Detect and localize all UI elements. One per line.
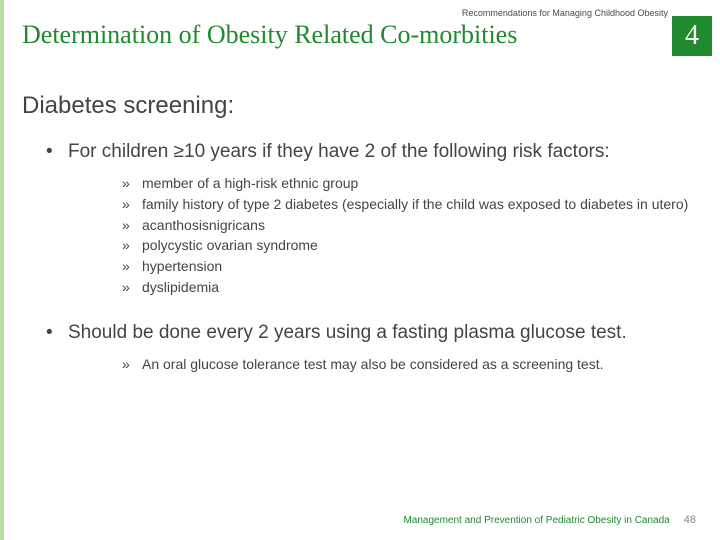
slide-title: Determination of Obesity Related Co-morb… xyxy=(22,20,517,50)
list-item: An oral glucose tolerance test may also … xyxy=(122,355,690,374)
bullet-list-level2: An oral glucose tolerance test may also … xyxy=(68,355,690,374)
bullet-list-level1: For children ≥10 years if they have 2 of… xyxy=(22,140,690,374)
list-item: hypertension xyxy=(122,257,690,276)
list-item-text: Should be done every 2 years using a fas… xyxy=(68,322,627,343)
left-accent-bar xyxy=(0,0,4,540)
bullet-list-level2: member of a high-risk ethnic group famil… xyxy=(68,174,690,297)
slide-footer: Management and Prevention of Pediatric O… xyxy=(403,514,696,526)
list-item-text: For children ≥10 years if they have 2 of… xyxy=(68,141,610,162)
subheading: Diabetes screening: xyxy=(22,92,234,120)
eyebrow-text: Recommendations for Managing Childhood O… xyxy=(22,8,672,18)
list-item: dyslipidemia xyxy=(122,278,690,297)
content-area: For children ≥10 years if they have 2 of… xyxy=(22,140,690,384)
section-number-badge: 4 xyxy=(672,16,712,56)
list-item-text: dyslipidemia xyxy=(142,279,219,295)
list-item-text: family history of type 2 diabetes (espec… xyxy=(142,196,688,212)
footer-text: Management and Prevention of Pediatric O… xyxy=(403,515,669,526)
list-item-text: polycystic ovarian syndrome xyxy=(142,237,318,253)
list-item: For children ≥10 years if they have 2 of… xyxy=(46,140,690,297)
list-item-text: acanthosisnigricans xyxy=(142,217,265,233)
list-item: family history of type 2 diabetes (espec… xyxy=(122,195,690,214)
list-item-text: member of a high-risk ethnic group xyxy=(142,175,358,191)
page-number: 48 xyxy=(684,514,696,526)
list-item: Should be done every 2 years using a fas… xyxy=(46,321,690,374)
list-item: polycystic ovarian syndrome xyxy=(122,236,690,255)
list-item: member of a high-risk ethnic group xyxy=(122,174,690,193)
list-item: acanthosisnigricans xyxy=(122,216,690,235)
slide-header: Recommendations for Managing Childhood O… xyxy=(22,8,672,50)
list-item-text: hypertension xyxy=(142,258,222,274)
title-row: Determination of Obesity Related Co-morb… xyxy=(22,20,672,50)
list-item-text: An oral glucose tolerance test may also … xyxy=(142,356,603,372)
